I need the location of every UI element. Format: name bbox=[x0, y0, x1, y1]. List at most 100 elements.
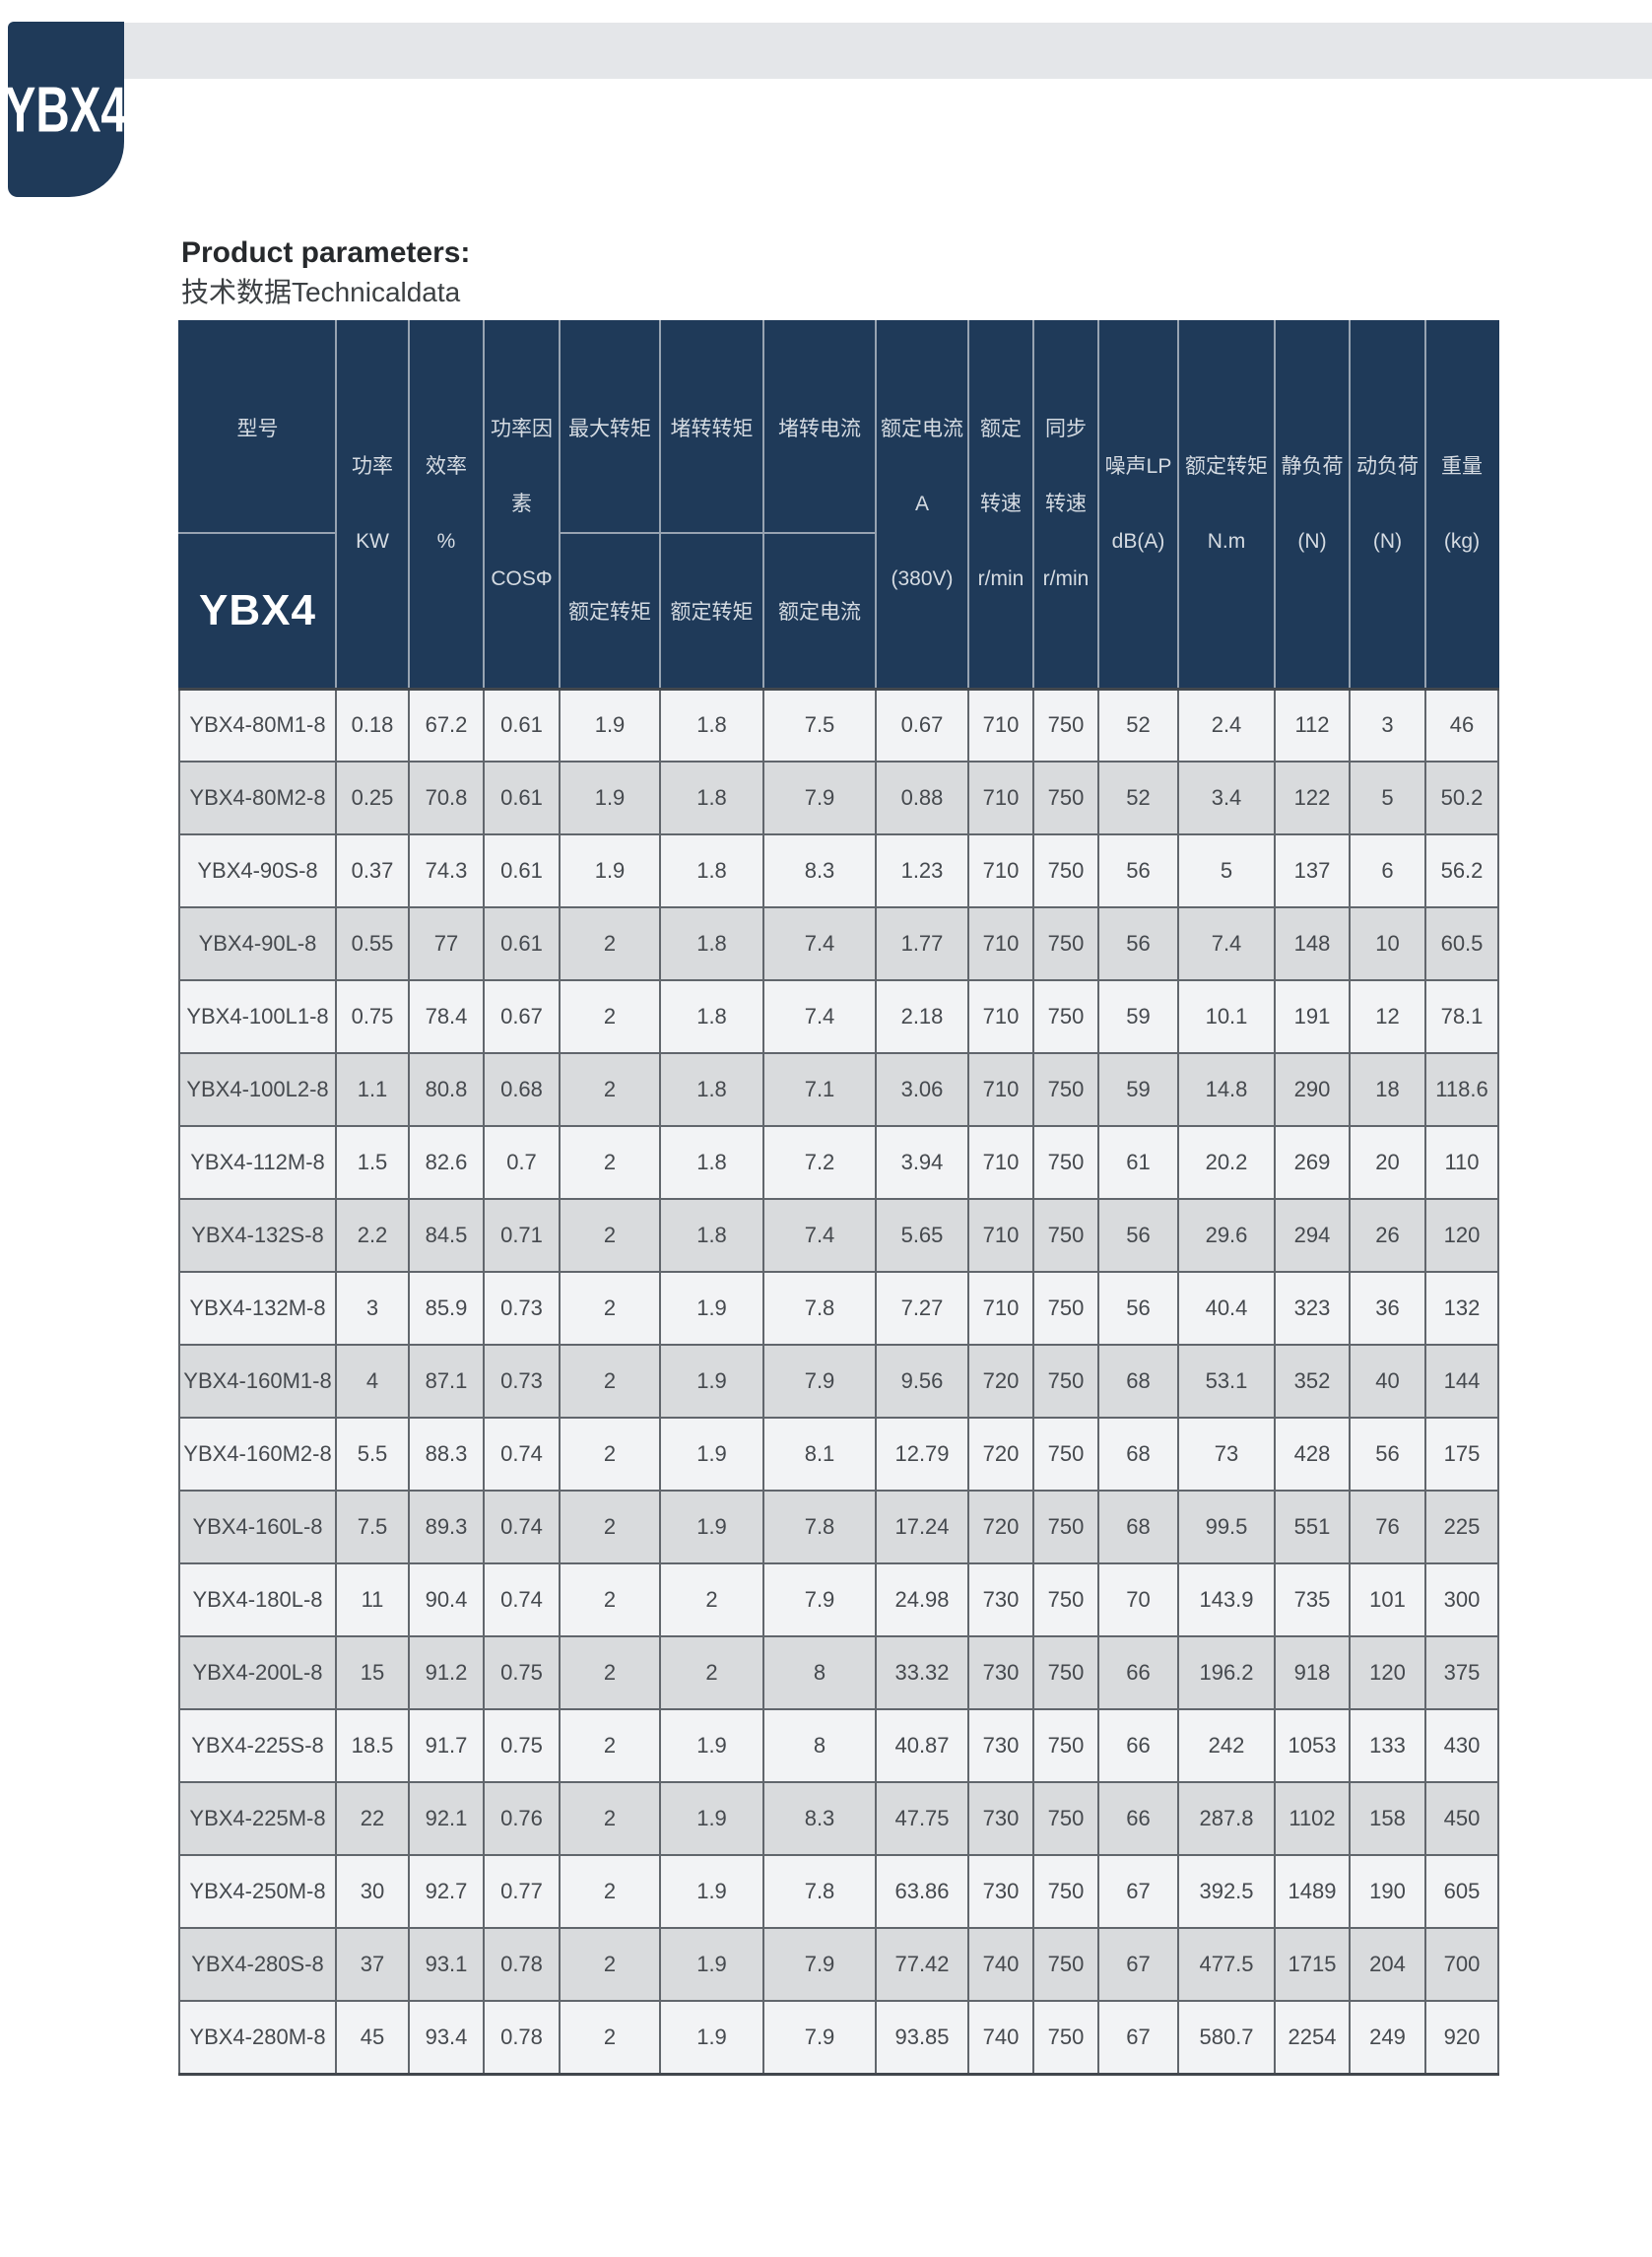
table-cell: 92.7 bbox=[408, 1854, 485, 1929]
table-cell: 2 bbox=[559, 1271, 661, 1346]
table-cell: 91.7 bbox=[408, 1708, 485, 1783]
header-model-series: YBX4 bbox=[178, 532, 337, 691]
table-cell: 3 bbox=[1349, 688, 1426, 763]
table-cell: 2 bbox=[559, 1562, 661, 1637]
table-cell: 56 bbox=[1349, 1417, 1426, 1492]
table-cell: YBX4-132S-8 bbox=[178, 1198, 337, 1273]
table-cell: 87.1 bbox=[408, 1344, 485, 1419]
table-cell: 1.23 bbox=[875, 833, 969, 908]
table-cell: 0.61 bbox=[483, 833, 561, 908]
logo-block: YBX4 bbox=[5, 22, 127, 197]
table-cell: 2 bbox=[559, 1708, 661, 1783]
table-cell: 720 bbox=[967, 1417, 1034, 1492]
table-cell: 93.85 bbox=[875, 2000, 969, 2076]
table-cell: YBX4-132M-8 bbox=[178, 1271, 337, 1346]
table-cell: 20 bbox=[1349, 1125, 1426, 1200]
table-cell: 2.4 bbox=[1177, 688, 1276, 763]
table-cell: 22 bbox=[335, 1781, 410, 1856]
table-cell: 175 bbox=[1424, 1417, 1499, 1492]
table-row: YBX4-132M-8 3 85.9 0.73 2 1.9 7.8 7.27 7… bbox=[178, 1271, 1499, 1346]
table-cell: 750 bbox=[1032, 1344, 1099, 1419]
table-cell: 2 bbox=[659, 1635, 764, 1710]
table-cell: 2.2 bbox=[335, 1198, 410, 1273]
table-cell: 0.55 bbox=[335, 906, 410, 981]
table-cell: 750 bbox=[1032, 1781, 1099, 1856]
table-row: YBX4-100L1-8 0.75 78.4 0.67 2 1.8 7.4 2.… bbox=[178, 979, 1499, 1054]
table-cell: 3.06 bbox=[875, 1052, 969, 1127]
table-cell: 450 bbox=[1424, 1781, 1499, 1856]
table-row: YBX4-160M2-8 5.5 88.3 0.74 2 1.9 8.1 12.… bbox=[178, 1417, 1499, 1492]
table-cell: 61 bbox=[1097, 1125, 1179, 1200]
table-cell: 1.77 bbox=[875, 906, 969, 981]
table-cell: 750 bbox=[1032, 1417, 1099, 1492]
table-cell: 2 bbox=[559, 979, 661, 1054]
table-cell: 2 bbox=[559, 1635, 661, 1710]
table-cell: 750 bbox=[1032, 1125, 1099, 1200]
table-cell: YBX4-80M2-8 bbox=[178, 761, 337, 835]
table-row: YBX4-112M-8 1.5 82.6 0.7 2 1.8 7.2 3.94 … bbox=[178, 1125, 1499, 1200]
table-cell: 294 bbox=[1274, 1198, 1351, 1273]
header-locked-current: 堵转电流 bbox=[762, 320, 877, 534]
table-cell: YBX4-280S-8 bbox=[178, 1927, 337, 2002]
table-cell: 710 bbox=[967, 1125, 1034, 1200]
parameters-table: 型号 功率 KW 效率 % 功率因 素 COSΦ 最大转 bbox=[178, 320, 1499, 2076]
table-cell: 78.4 bbox=[408, 979, 485, 1054]
table-cell: 191 bbox=[1274, 979, 1351, 1054]
table-cell: 2.18 bbox=[875, 979, 969, 1054]
table-cell: 750 bbox=[1032, 1562, 1099, 1637]
page-title: Product parameters: bbox=[181, 236, 471, 269]
table-cell: 242 bbox=[1177, 1708, 1276, 1783]
table-cell: 605 bbox=[1424, 1854, 1499, 1929]
table-cell: 750 bbox=[1032, 1927, 1099, 2002]
header-dynamic-load: 动负荷 (N) bbox=[1349, 320, 1426, 691]
table-cell: 78.1 bbox=[1424, 979, 1499, 1054]
table-cell: 0.73 bbox=[483, 1271, 561, 1346]
table-cell: 10.1 bbox=[1177, 979, 1276, 1054]
table-cell: 5 bbox=[1349, 761, 1426, 835]
table-cell: 2 bbox=[659, 1562, 764, 1637]
header-noise: 噪声LP dB(A) bbox=[1097, 320, 1179, 691]
table-cell: 8 bbox=[762, 1635, 877, 1710]
header-locked-current-denominator: 额定电流 bbox=[762, 532, 877, 691]
table-cell: 352 bbox=[1274, 1344, 1351, 1419]
table-cell: 0.67 bbox=[875, 688, 969, 763]
table-cell: 1102 bbox=[1274, 1781, 1351, 1856]
table-cell: 0.73 bbox=[483, 1344, 561, 1419]
table-cell: 88.3 bbox=[408, 1417, 485, 1492]
table-cell: YBX4-80M1-8 bbox=[178, 688, 337, 763]
table-cell: 1.9 bbox=[559, 833, 661, 908]
table-cell: 59 bbox=[1097, 1052, 1179, 1127]
table-cell: 920 bbox=[1424, 2000, 1499, 2076]
table-cell: 1.8 bbox=[659, 688, 764, 763]
table-cell: 0.75 bbox=[335, 979, 410, 1054]
table-row: YBX4-132S-8 2.2 84.5 0.71 2 1.8 7.4 5.65… bbox=[178, 1198, 1499, 1273]
table-cell: 204 bbox=[1349, 1927, 1426, 2002]
table-cell: 2 bbox=[559, 1417, 661, 1492]
table-cell: 0.37 bbox=[335, 833, 410, 908]
table-cell: 0.67 bbox=[483, 979, 561, 1054]
table-cell: 750 bbox=[1032, 1198, 1099, 1273]
table-cell: YBX4-90L-8 bbox=[178, 906, 337, 981]
table-cell: 740 bbox=[967, 1927, 1034, 2002]
table-cell: 6 bbox=[1349, 833, 1426, 908]
table-cell: 0.18 bbox=[335, 688, 410, 763]
table-cell: 287.8 bbox=[1177, 1781, 1276, 1856]
table-cell: 76 bbox=[1349, 1490, 1426, 1564]
table-cell: 67.2 bbox=[408, 688, 485, 763]
table-cell: 67 bbox=[1097, 2000, 1179, 2076]
table-cell: 59 bbox=[1097, 979, 1179, 1054]
table-cell: 249 bbox=[1349, 2000, 1426, 2076]
table-cell: 2 bbox=[559, 1490, 661, 1564]
table-cell: 20.2 bbox=[1177, 1125, 1276, 1200]
table-cell: 730 bbox=[967, 1635, 1034, 1710]
table-cell: 12.79 bbox=[875, 1417, 969, 1492]
table-cell: 24.98 bbox=[875, 1562, 969, 1637]
table-cell: 70 bbox=[1097, 1562, 1179, 1637]
table-cell: 750 bbox=[1032, 906, 1099, 981]
table-cell: 77 bbox=[408, 906, 485, 981]
header-rated-current: 额定电流A (380V) bbox=[875, 320, 969, 691]
table-cell: 730 bbox=[967, 1562, 1034, 1637]
table-cell: 2 bbox=[559, 1854, 661, 1929]
table-cell: 0.78 bbox=[483, 1927, 561, 2002]
header-rated-torque: 额定转矩 N.m bbox=[1177, 320, 1276, 691]
